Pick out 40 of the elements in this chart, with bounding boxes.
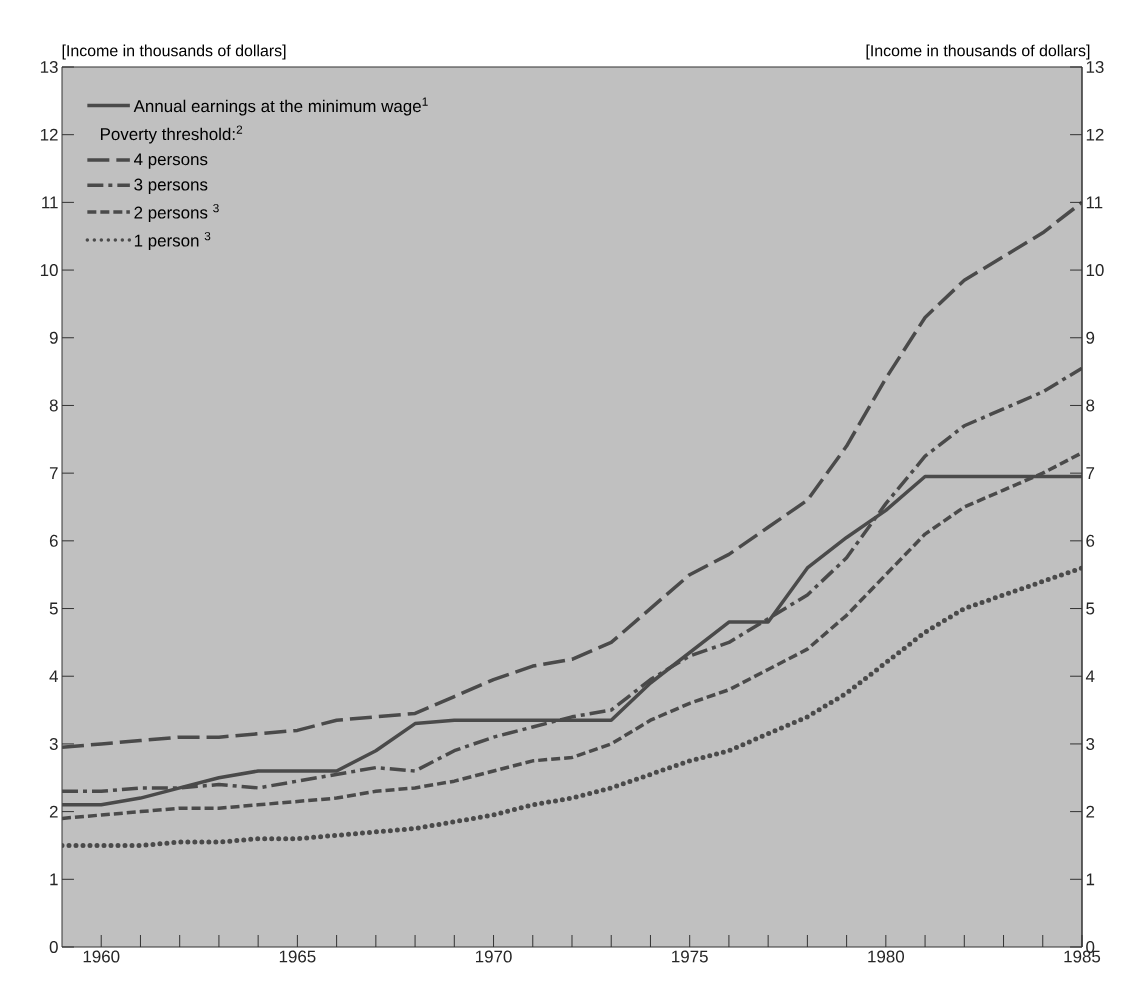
y2-tick-label: 2 <box>1086 805 1095 818</box>
y2-tick-label: 12 <box>1086 128 1104 141</box>
y-tick-label: 11 <box>42 196 58 209</box>
y-tick-label: 9 <box>49 331 58 344</box>
y-tick-label: 13 <box>40 60 58 73</box>
x-tick-label: 1960 <box>83 950 120 963</box>
y2-tick-label: 3 <box>1086 737 1095 750</box>
legend-title: Poverty threshold:$^{2}$ <box>100 125 243 144</box>
y2-tick-label: 6 <box>1086 534 1095 547</box>
legend-label: 3 persons <box>134 178 208 194</box>
y-tick-label: 5 <box>49 602 58 615</box>
x-tick-label: 1980 <box>868 950 905 963</box>
y2-tick-label: 9 <box>1086 331 1095 344</box>
y-tick-label: 6 <box>49 534 58 547</box>
x-tick-label: 1975 <box>672 950 708 963</box>
y2-tick-label: 1 <box>1086 873 1095 886</box>
y-tick-label: 3 <box>49 737 58 750</box>
y2-tick-label: 4 <box>1085 670 1095 683</box>
y2-tick-label: 7 <box>1086 467 1095 479</box>
y2-tick-label: 11 <box>1086 196 1103 209</box>
y2-axis-title: [Income in thousands of dollars] <box>866 44 1090 60</box>
y-tick-label: 12 <box>40 128 58 141</box>
y-tick-label: 0 <box>49 941 58 953</box>
x-tick-label: 1965 <box>279 950 316 963</box>
y-tick-label: 10 <box>40 264 58 277</box>
y-tick-label: 1 <box>50 873 58 886</box>
legend-label: 4 persons <box>134 153 208 169</box>
legend-label: 1 person $^{3}$ <box>134 231 211 250</box>
y2-tick-label: 8 <box>1086 399 1095 412</box>
y2-tick-label: 5 <box>1086 602 1095 615</box>
x-tick-label: 1970 <box>475 950 512 963</box>
y2-tick-label: 10 <box>1086 264 1104 277</box>
y-axis-title: [Income in thousands of dollars] <box>62 44 286 60</box>
legend-label: Annual earnings at the minimum wage$^{1}$ <box>133 97 428 116</box>
y-tick-label: 4 <box>49 670 58 683</box>
y-tick-label: 2 <box>49 805 58 818</box>
y-tick-label: 7 <box>49 467 58 479</box>
y-tick-label: 8 <box>49 399 58 412</box>
y2-tick-label: 13 <box>1086 60 1104 73</box>
legend-label: 2 persons $^{3}$ <box>134 203 219 222</box>
